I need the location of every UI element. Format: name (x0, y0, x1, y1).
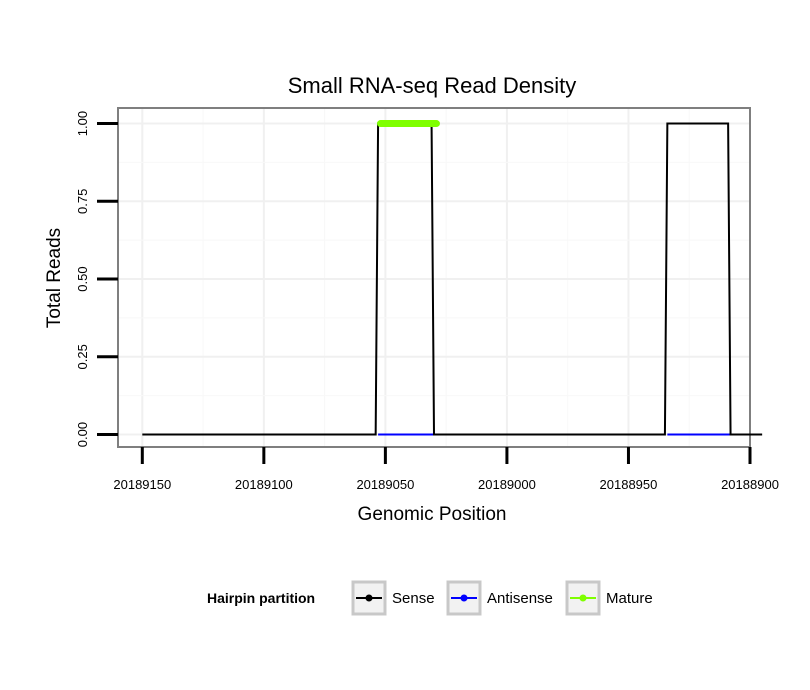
x-tick-label: 20188950 (600, 477, 658, 492)
series-line-sense (142, 122, 763, 436)
y-tick-label: 0.50 (75, 266, 90, 291)
x-tick-label: 20189100 (235, 477, 293, 492)
legend-item-sense: Sense (351, 580, 435, 616)
y-tick-label: 1.00 (75, 111, 90, 136)
series-layer (142, 120, 763, 436)
x-axis-title: Genomic Position (358, 504, 507, 525)
y-tick-label: 0.75 (75, 189, 90, 214)
legend-key-dot-mature (579, 594, 587, 602)
legend-item-antisense: Antisense (446, 580, 553, 616)
legend-key-dot-sense (365, 594, 373, 602)
legend: Hairpin partition Sense Antisense Mature (207, 580, 653, 616)
x-axis: 20189150 20189100 20189050 20189000 20188950… (113, 447, 779, 492)
legend-label-antisense: Antisense (487, 590, 553, 607)
y-axis-title: Total Reads (44, 228, 65, 328)
y-tick-label: 0.00 (75, 422, 90, 447)
legend-item-mature: Mature (565, 580, 653, 616)
y-axis: 0.00 0.25 0.50 0.75 1.00 (75, 111, 118, 447)
legend-key-dot-antisense (460, 594, 468, 602)
x-tick-label: 20189000 (478, 477, 536, 492)
x-tick-label: 20189050 (356, 477, 414, 492)
y-tick-label: 0.25 (75, 344, 90, 369)
chart-title: Small RNA-seq Read Density (288, 73, 577, 98)
plot-border (117, 107, 751, 448)
legend-label-sense: Sense (392, 590, 435, 607)
x-tick-label: 20188900 (721, 477, 779, 492)
x-tick-label: 20189150 (113, 477, 171, 492)
legend-title: Hairpin partition (207, 590, 315, 606)
legend-label-mature: Mature (606, 590, 653, 607)
